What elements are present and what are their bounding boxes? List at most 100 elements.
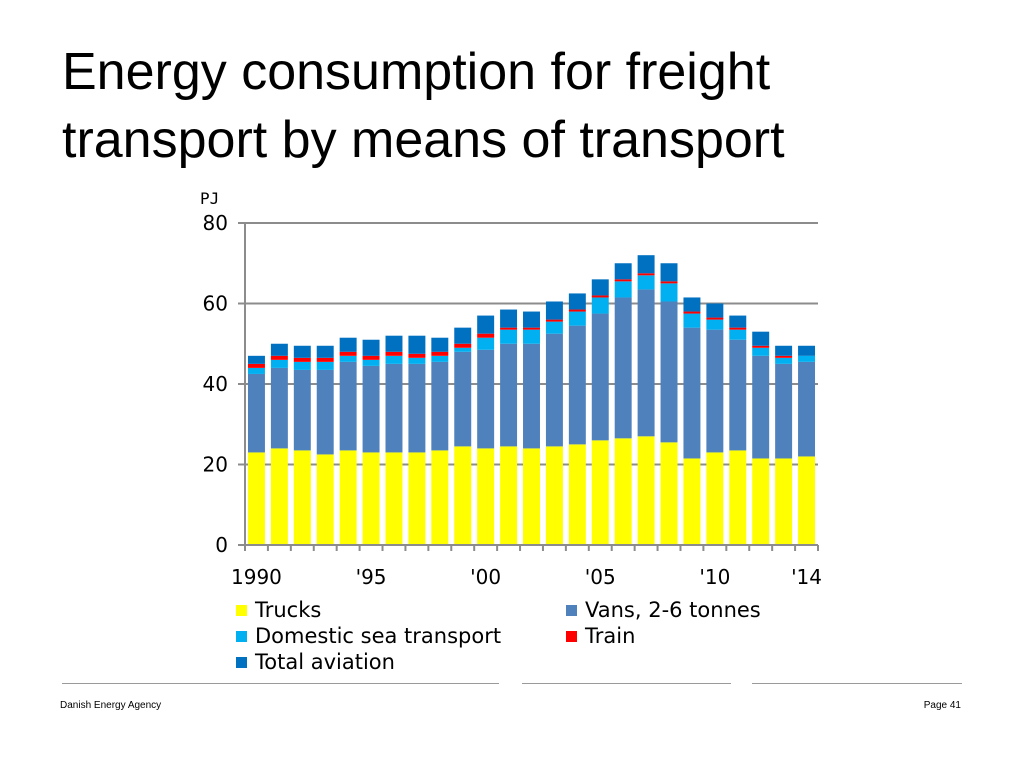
bar-segment: [500, 343, 518, 447]
x-tick-label: '05: [585, 565, 616, 589]
bar-segment: [775, 458, 793, 545]
axes: 0 20 40 60 80 1990 '95 '00 '05 '10 '14: [203, 211, 822, 589]
stacked-bar-chart: 0 20 40 60 80 1990 '95 '00 '05 '10 '14 PJ: [200, 189, 822, 589]
x-tick-label: '00: [470, 565, 501, 589]
bar-segment: [729, 339, 747, 451]
bar-segment: [568, 311, 586, 326]
bar-segment: [545, 301, 563, 320]
bar-segment: [752, 331, 770, 346]
bar-segment: [523, 448, 540, 545]
bar-segment: [775, 357, 793, 364]
bar-segment: [660, 281, 678, 284]
bar-segment: [454, 347, 472, 352]
bar-segment: [454, 351, 472, 447]
bar-segment: [614, 297, 632, 439]
bar-segment: [545, 333, 563, 447]
bar-segment: [637, 275, 655, 290]
bar-segment: [247, 363, 265, 368]
bar-segment: [293, 369, 311, 451]
bar-segment: [431, 337, 449, 352]
legend-item: Trucks: [236, 597, 321, 623]
bar-segment: [270, 448, 288, 545]
bar-segment: [316, 361, 334, 370]
bar-segment: [500, 327, 518, 330]
bar-segment: [798, 345, 816, 356]
bar-segment: [683, 327, 701, 459]
footer-organization: Danish Energy Agency: [60, 700, 162, 711]
bar-segment: [568, 325, 586, 445]
bar-segment: [293, 361, 311, 370]
legend-swatch: [236, 605, 247, 616]
bar-segment: [247, 373, 265, 453]
bar-segment: [591, 297, 609, 314]
bar-segment: [752, 345, 770, 348]
bar-segment: [706, 329, 724, 453]
bar-segment: [614, 279, 632, 282]
x-tick-label: '10: [699, 565, 730, 589]
legend: Trucks Vans, 2-6 tonnes Domestic sea trans…: [236, 597, 836, 681]
bar-segment: [362, 365, 380, 453]
bar-segment: [247, 367, 265, 374]
bar-segment: [637, 289, 655, 437]
legend-item: Total aviation: [236, 649, 395, 675]
slide-title-line-1: Energy consumption for freight: [62, 43, 771, 101]
bar-segment: [523, 327, 540, 330]
bar-segment: [637, 255, 655, 274]
bar-segment: [775, 355, 793, 358]
bar-segment: [477, 448, 495, 545]
bar-segment: [660, 263, 678, 282]
bar-segment: [362, 359, 380, 366]
bar-segment: [706, 317, 724, 320]
bar-segment: [408, 353, 426, 358]
bar-segment: [729, 315, 747, 328]
bar-segment: [752, 347, 770, 356]
legend-label: Trucks: [255, 598, 322, 622]
bar-segment: [591, 295, 609, 298]
bar-segment: [637, 273, 655, 276]
bar-segment: [408, 452, 426, 545]
bar-segment: [614, 263, 632, 280]
bar-segment: [660, 283, 678, 302]
footer-divider: [62, 683, 499, 684]
bar-segment: [683, 297, 701, 312]
legend-item: Domestic sea transport: [236, 623, 501, 649]
footer-page-number: Page 41: [923, 700, 961, 711]
bar-segment: [339, 450, 357, 545]
bar-segment: [568, 444, 586, 546]
bar-segment: [729, 450, 747, 545]
bar-segment: [523, 329, 540, 344]
bar-segment: [614, 281, 632, 298]
bar-segment: [293, 345, 311, 358]
bar-segment: [683, 313, 701, 328]
bar-segment: [477, 315, 495, 334]
bar-segment: [568, 309, 586, 312]
bar-segment: [339, 351, 357, 356]
bar-segment: [775, 345, 793, 356]
y-tick-label: 80: [203, 211, 228, 235]
slide-title: Energy consumption for freight transport…: [62, 38, 962, 174]
bar-segment: [591, 279, 609, 296]
bar-segment: [431, 355, 449, 362]
bar-segment: [500, 446, 518, 545]
slide-title-line-2: transport by means of transport: [62, 111, 785, 169]
bar-segment: [293, 450, 311, 545]
bar-segment: [270, 355, 288, 360]
legend-swatch: [566, 605, 577, 616]
bar-segment: [362, 355, 380, 360]
y-axis-unit-label: PJ: [200, 189, 219, 208]
bar-segment: [775, 363, 793, 459]
bar-segment: [431, 351, 449, 356]
bar-segment: [454, 343, 472, 348]
bar-segment: [683, 311, 701, 314]
bar-segment: [752, 355, 770, 459]
bar-segment: [454, 446, 472, 545]
legend-label: Vans, 2-6 tonnes: [585, 598, 761, 622]
bar-segment: [270, 359, 288, 368]
bar-segment: [339, 337, 357, 352]
y-tick-label: 0: [215, 533, 228, 557]
bar-segment: [591, 440, 609, 545]
bar-segment: [316, 345, 334, 358]
legend-swatch: [566, 631, 577, 642]
bar-segment: [408, 335, 426, 354]
bar-segment: [316, 369, 334, 455]
